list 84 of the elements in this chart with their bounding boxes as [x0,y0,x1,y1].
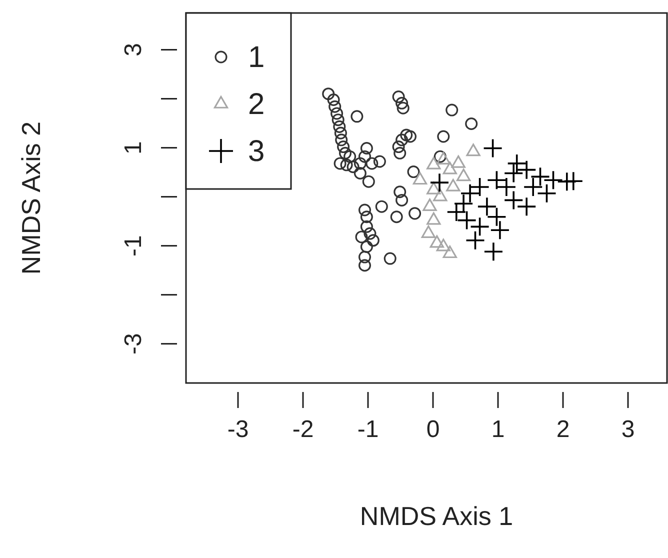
point [396,102,410,114]
point [354,167,366,180]
x-tick-label: -3 [227,416,249,444]
x-tick-label: 1 [491,416,505,444]
point [360,240,373,254]
point [394,146,406,160]
x-tick-label: 0 [426,416,440,444]
point [355,230,368,244]
x-tick-label: -2 [292,416,314,444]
point [360,210,373,224]
point [543,170,564,190]
point [504,190,524,210]
point [564,171,584,191]
point [330,107,344,120]
point [366,234,380,247]
point [334,157,346,170]
x-axis-title: NMDS Axis 1 [360,501,514,531]
point [407,166,420,178]
point [350,110,364,123]
point [322,88,335,100]
point [358,150,372,163]
x-tick-label: -1 [357,416,379,444]
point [338,146,352,160]
point [465,118,478,130]
point [400,128,413,142]
point [333,120,346,133]
legend-label: 2 [248,88,265,121]
point [337,140,350,154]
point [328,100,342,113]
legend-label: 3 [248,135,265,168]
x-tick-label: 2 [556,416,570,444]
y-tick-label: 1 [120,141,147,154]
point [454,194,474,214]
point [396,96,408,110]
point [344,150,356,163]
point [384,252,396,265]
point [358,259,372,272]
legend-label: 1 [248,41,265,74]
point [408,207,422,220]
point [340,158,353,172]
point [360,220,373,233]
point [394,186,406,198]
point [484,242,504,262]
point [335,134,348,146]
point [446,104,458,116]
y-axis-title: NMDS Axis 2 [16,121,46,275]
point [358,204,372,216]
y-tick-label: -3 [120,333,147,354]
point [490,220,510,240]
point [332,114,344,126]
point [358,250,372,264]
x-tick-label: 3 [621,416,635,444]
point [434,150,446,163]
point [362,175,375,188]
point [364,227,376,240]
point [470,216,490,237]
y-tick-label: 3 [120,43,147,56]
point [396,134,408,146]
point [360,142,373,155]
point [334,126,347,140]
point [516,196,536,216]
point [460,183,480,204]
point [437,130,450,143]
point [396,194,408,206]
point [465,230,486,250]
point [354,157,366,170]
point [390,210,403,224]
point [536,183,557,204]
point [392,90,405,104]
point [523,177,543,197]
point [327,93,340,106]
point [430,172,450,192]
point [470,177,490,197]
point [530,166,550,187]
y-tick-label: -1 [120,235,147,256]
point [346,160,360,174]
point [404,130,417,143]
point [482,138,503,158]
point [373,155,386,168]
point [557,172,577,192]
point [504,163,524,184]
point [375,200,388,213]
point [366,157,378,170]
point [392,140,405,154]
